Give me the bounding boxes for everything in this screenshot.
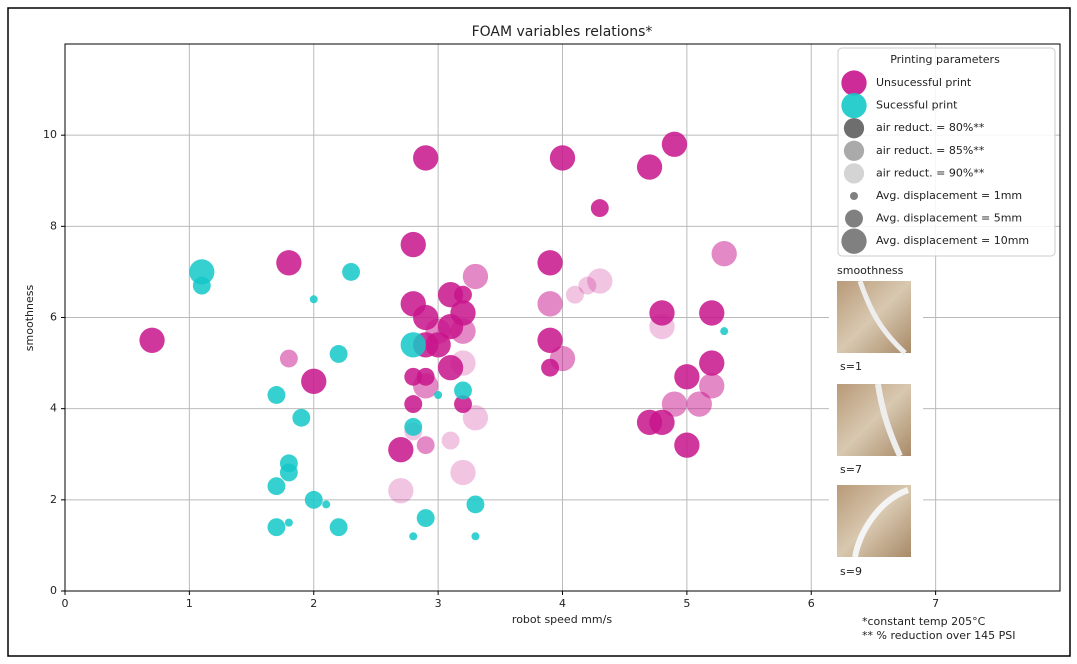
legend-label: Avg. displacement = 1mm — [876, 189, 1022, 202]
point — [310, 295, 318, 303]
y-axis-label: smoothness — [23, 285, 36, 352]
x-tick-label: 0 — [62, 597, 69, 610]
point — [699, 350, 724, 375]
point — [292, 409, 310, 427]
point — [649, 410, 674, 435]
point — [193, 277, 211, 295]
x-tick-label: 5 — [683, 597, 690, 610]
legend-swatch — [844, 141, 864, 161]
point — [322, 500, 330, 508]
point — [587, 268, 612, 293]
point — [305, 491, 323, 509]
legend-label: Unsucessful print — [876, 76, 972, 89]
point — [417, 436, 435, 454]
legend-label: air reduct. = 80%** — [876, 121, 985, 134]
y-tick-label: 6 — [50, 311, 57, 324]
y-tick-label: 4 — [50, 402, 57, 415]
point — [404, 395, 422, 413]
legend-title: Printing parameters — [890, 53, 1000, 66]
inset-label: s=7 — [840, 463, 862, 476]
point — [591, 199, 609, 217]
point — [425, 332, 450, 357]
point — [537, 291, 562, 316]
legend-label: Avg. displacement = 10mm — [876, 234, 1029, 247]
legend-swatch — [841, 93, 866, 118]
point — [342, 263, 360, 281]
x-tick-label: 2 — [310, 597, 317, 610]
point — [139, 328, 164, 353]
point — [541, 359, 559, 377]
y-tick-label: 8 — [50, 219, 57, 232]
chart-title: FOAM variables relations* — [472, 24, 653, 40]
y-tick-label: 2 — [50, 493, 57, 506]
legend-swatch — [845, 210, 863, 228]
legend-swatch — [850, 192, 858, 200]
point — [450, 319, 475, 344]
footnote: ** % reduction over 145 PSI — [862, 629, 1015, 642]
point — [267, 518, 285, 536]
point — [674, 364, 699, 389]
point — [301, 369, 326, 394]
inset-title: smoothness — [837, 264, 904, 277]
x-tick-label: 3 — [435, 597, 442, 610]
point — [280, 350, 298, 368]
legend-swatch — [844, 118, 864, 138]
point — [267, 477, 285, 495]
x-tick-label: 6 — [808, 597, 815, 610]
point — [330, 345, 348, 363]
point — [687, 391, 712, 416]
x-axis-label: robot speed mm/s — [512, 613, 612, 626]
x-tick-label: 1 — [186, 597, 193, 610]
point — [330, 518, 348, 536]
point — [674, 432, 699, 457]
inset-label: s=9 — [840, 565, 862, 578]
point — [720, 327, 728, 335]
point — [662, 132, 687, 157]
point — [466, 495, 484, 513]
point — [649, 314, 674, 339]
footnote: *constant temp 205°C — [862, 615, 986, 628]
point — [413, 145, 438, 170]
legend-swatch — [841, 229, 866, 254]
point — [550, 145, 575, 170]
legend-swatch — [844, 163, 864, 183]
point — [471, 532, 479, 540]
legend-swatch — [841, 70, 866, 95]
point — [712, 241, 737, 266]
point — [401, 232, 426, 257]
point — [637, 154, 662, 179]
point — [442, 432, 460, 450]
point — [409, 532, 417, 540]
legend-label: Avg. displacement = 5mm — [876, 212, 1022, 225]
inset-photo — [837, 384, 911, 456]
point — [537, 250, 562, 275]
point — [267, 386, 285, 404]
point — [450, 460, 475, 485]
point — [276, 250, 301, 275]
point — [388, 437, 413, 462]
legend-label: air reduct. = 90%** — [876, 166, 985, 179]
point — [280, 464, 298, 482]
chart: FOAM variables relations* robot speed mm… — [0, 0, 1077, 660]
point — [285, 519, 293, 527]
legend-label: air reduct. = 85%** — [876, 144, 985, 157]
point — [450, 350, 475, 375]
point — [388, 478, 413, 503]
point — [417, 509, 435, 527]
inset-label: s=1 — [840, 360, 862, 373]
point — [404, 418, 422, 436]
point — [699, 300, 724, 325]
y-tick-label: 0 — [50, 584, 57, 597]
x-tick-label: 7 — [932, 597, 939, 610]
x-tick-label: 4 — [559, 597, 566, 610]
point — [401, 332, 426, 357]
point — [434, 391, 442, 399]
y-tick-label: 10 — [43, 128, 57, 141]
point — [454, 381, 472, 399]
point — [463, 405, 488, 430]
legend-label: Sucessful print — [876, 99, 958, 112]
point — [463, 264, 488, 289]
